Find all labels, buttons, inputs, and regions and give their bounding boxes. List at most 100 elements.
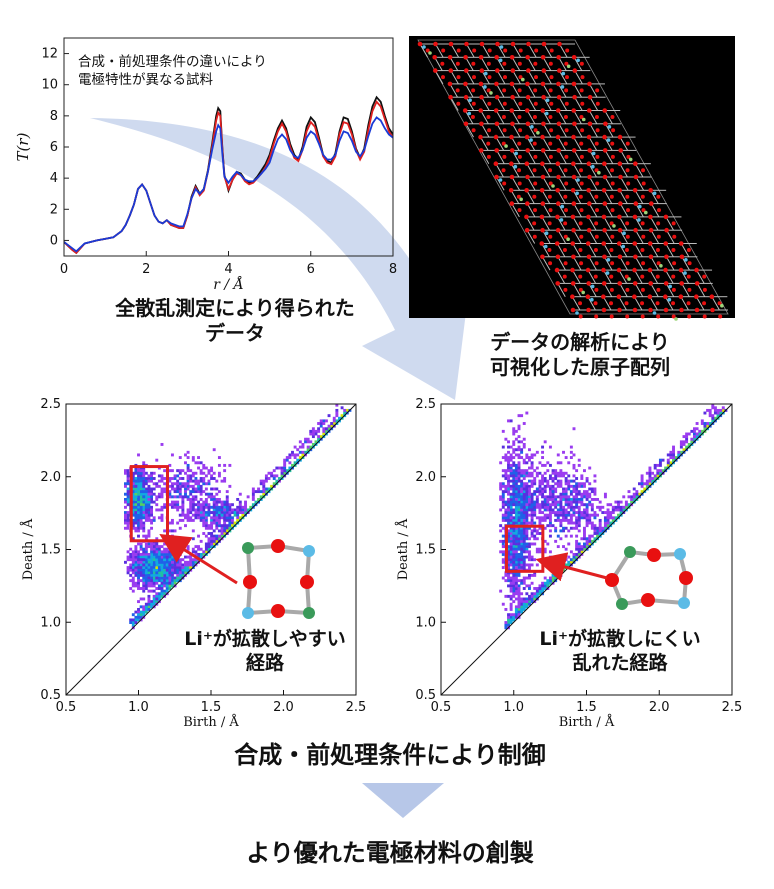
left-diagram-density-cell — [259, 482, 263, 486]
right-diagram-density-cell — [590, 524, 594, 528]
oxygen-atom — [641, 593, 655, 607]
right-diagram-density-cell — [512, 550, 516, 554]
left-diagram-density-cell — [220, 508, 224, 512]
right-diagram-density-cell — [548, 576, 552, 580]
right-diagram-density-cell — [548, 497, 552, 501]
right-diagram-density-cell — [517, 518, 521, 522]
right-diagram-density-cell — [569, 445, 573, 449]
right-diagram-density-cell — [507, 463, 510, 467]
right-diagram-density-cell — [522, 422, 526, 425]
right-diagram-density-cell — [514, 479, 518, 483]
right-diagram-density-cell — [504, 518, 508, 522]
right-diagram-density-cell — [507, 497, 510, 501]
atom — [503, 75, 507, 80]
atom — [487, 128, 492, 133]
left-diagram-density-cell — [191, 503, 195, 507]
right-diagram-density-cell — [517, 594, 521, 598]
right-diagram-density-cell — [512, 552, 516, 556]
right-diagram-density-cell — [517, 566, 521, 570]
right-diagram-density-cell — [525, 542, 529, 546]
left-diagram-density-cell — [202, 477, 206, 480]
right-diagram-density-cell — [562, 497, 565, 501]
left-diagram-density-cell — [204, 524, 208, 528]
bond — [619, 283, 628, 297]
right-diagram-density-cell — [522, 471, 526, 475]
right-diagram-density-cell — [530, 511, 534, 515]
right-diagram-x-tick-label: 1.0 — [503, 700, 524, 715]
left-diagram-density-cell — [152, 518, 156, 522]
right-diagram-density-cell — [609, 521, 613, 525]
left-diagram-density-cell — [139, 573, 143, 577]
left-diagram-density-cell — [345, 408, 349, 412]
right-diagram-density-cell — [556, 484, 560, 488]
left-diagram-density-cell — [186, 495, 190, 499]
left-diagram-density-cell — [139, 487, 143, 491]
right-diagram-density-cell — [522, 550, 526, 554]
right-diagram-density-cell — [546, 524, 550, 528]
right-diagram-density-cell — [690, 429, 694, 433]
left-diagram-density-cell — [215, 500, 219, 504]
right-diagram-density-cell — [554, 495, 558, 499]
right-diagram-density-cell — [522, 597, 526, 601]
bond — [619, 163, 628, 178]
bond — [480, 83, 489, 98]
right-diagram-density-cell — [564, 503, 568, 507]
left-diagram-density-cell — [330, 422, 334, 425]
left-diagram-density-cell — [228, 521, 232, 525]
left-diagram-density-cell — [212, 477, 216, 480]
right-diagram-density-cell — [509, 516, 513, 520]
left-diagram-density-cell — [152, 566, 156, 570]
left-diagram-density-cell — [225, 500, 229, 504]
right-diagram-density-cell — [514, 607, 518, 611]
right-diagram-density-cell — [517, 471, 521, 475]
right-diagram-density-cell — [575, 482, 579, 486]
atom — [570, 294, 575, 300]
right-diagram-density-cell — [533, 558, 537, 562]
left-diagram-density-cell — [335, 414, 339, 418]
right-diagram-density-cell — [564, 492, 568, 496]
atom — [632, 267, 637, 273]
left-diagram-density-cell — [152, 552, 156, 556]
atom — [510, 94, 515, 100]
atom — [640, 274, 645, 279]
right-diagram-density-cell — [580, 537, 584, 541]
right-diagram-density-cell — [530, 594, 534, 598]
right-diagram-density-cell — [569, 560, 573, 564]
left-diagram-density-cell — [202, 532, 206, 535]
right-diagram-density-cell — [548, 516, 552, 520]
left-diagram-density-cell — [155, 592, 159, 596]
bond — [573, 57, 583, 71]
atom — [632, 241, 638, 246]
atom — [464, 41, 469, 47]
left-diagram-density-cell — [170, 495, 174, 499]
left-diagram-density-cell — [181, 508, 185, 512]
right-diagram-density-cell — [698, 429, 702, 433]
left-diagram-density-cell — [147, 589, 151, 593]
right-diagram-density-cell — [501, 484, 505, 488]
left-diagram-density-cell — [165, 547, 169, 551]
left-diagram-density-cell — [142, 613, 146, 617]
atom — [586, 227, 592, 233]
left-diagram-density-cell — [311, 432, 315, 436]
left-pointer-arrow — [159, 533, 238, 585]
bond — [558, 150, 567, 164]
right-diagram-density-cell — [645, 471, 649, 475]
bond — [419, 43, 429, 58]
right-diagram-density-cell — [520, 500, 524, 504]
right-diagram-density-cell — [551, 471, 555, 475]
right-diagram-density-cell — [512, 613, 516, 617]
left-diagram-density-cell — [204, 547, 208, 551]
bond — [619, 216, 628, 231]
left-diagram-density-cell — [186, 555, 190, 559]
left-diagram-density-cell — [197, 490, 200, 494]
right-diagram-density-cell — [538, 532, 542, 535]
left-diagram-density-cell — [207, 539, 211, 543]
left-diagram-density-cell — [181, 513, 185, 517]
right-diagram-density-cell — [619, 508, 623, 512]
right-diagram-density-cell — [562, 545, 565, 549]
left-diagram-density-cell — [126, 518, 130, 522]
left-diagram-density-cell — [223, 511, 227, 515]
left-diagram-density-cell — [170, 552, 174, 556]
left-diagram-density-cell — [165, 552, 169, 556]
left-diagram-density-cell — [202, 516, 206, 520]
